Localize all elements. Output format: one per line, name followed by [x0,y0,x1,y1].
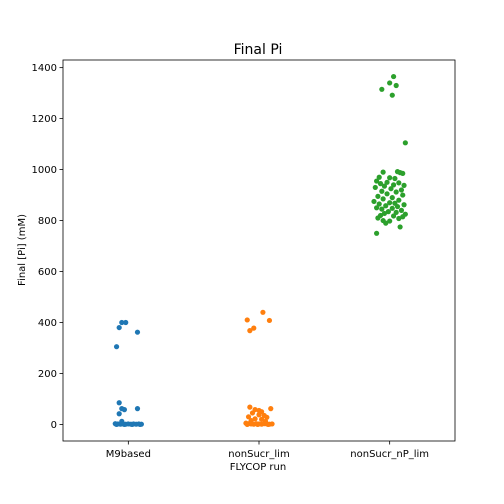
data-point-2-38 [374,205,380,211]
data-point-2-17 [390,182,397,188]
data-point-0-7 [121,407,128,413]
data-point-2-40 [379,206,385,212]
y-axis-label: Final [Pi] (mM) [17,214,28,286]
data-point-0-25 [137,421,143,428]
data-point-1-5 [247,404,253,410]
data-point-2-21 [388,186,394,192]
data-point-2-23 [379,188,385,194]
axes-layer: 0 200 400 600 800 1000 1200 1400 M9based nonSucr_… [32,59,456,460]
data-point-2-6 [380,169,386,175]
data-point-2-49 [375,215,381,221]
data-point-2-34 [376,201,382,207]
data-point-2-50 [396,215,402,222]
chart-title: Final Pi [234,42,283,58]
data-point-2-55 [374,230,380,236]
data-point-2-11 [387,175,393,181]
x-tick-label-0: M9based [106,449,151,460]
data-point-1-2 [266,317,273,324]
data-point-2-9 [400,170,406,177]
data-point-0-8 [134,406,141,412]
data-point-2-20 [372,184,378,191]
data-point-2-32 [387,200,393,206]
data-point-2-18 [401,182,407,188]
data-point-0-2 [116,324,122,331]
data-point-1-30 [244,421,250,428]
y-tick-label-1: 200 [38,369,57,380]
data-point-2-10 [376,174,382,180]
data-point-0-9 [116,411,122,417]
data-point-2-29 [380,196,386,202]
x-tick-label-2: nonSucr_nP_lim [350,449,429,460]
data-point-2-43 [393,209,399,215]
data-point-0-3 [134,329,141,335]
data-point-1-9 [268,406,274,412]
data-point-1-13 [245,414,252,420]
data-point-1-4 [247,328,253,334]
data-point-2-44 [381,210,388,217]
data-point-0-23 [121,421,128,428]
y-tick-label-0: 0 [51,420,57,431]
data-point-2-31 [371,198,377,205]
data-point-2-28 [389,195,395,201]
y-tick-label-2: 400 [38,318,57,329]
data-point-1-15 [252,416,258,422]
data-point-2-27 [375,193,381,199]
data-point-1-31 [255,421,261,428]
data-point-2-3 [393,82,399,89]
data-point-2-47 [390,213,397,219]
data-point-0-0 [119,319,125,326]
data-point-2-5 [402,140,408,146]
y-tick-label-3: 600 [38,267,57,278]
data-point-2-48 [400,214,406,220]
data-point-1-14 [264,414,270,420]
data-point-2-24 [393,189,399,195]
y-tick-label-5: 1000 [32,165,57,176]
data-point-2-41 [398,207,405,213]
data-point-1-16 [259,416,265,422]
data-point-2-42 [385,209,391,215]
y-tick-label-4: 800 [38,216,57,227]
data-point-2-54 [397,224,403,230]
data-point-2-13 [374,178,380,184]
data-point-2-30 [396,197,402,203]
data-point-1-0 [260,309,266,315]
points-layer [112,73,408,428]
data-point-2-26 [400,192,406,198]
data-point-2-0 [390,73,397,80]
data-point-2-15 [396,180,402,186]
data-point-2-52 [387,218,393,224]
data-point-2-16 [377,181,384,187]
data-point-2-19 [381,183,388,189]
data-point-1-3 [251,325,257,331]
data-point-2-53 [383,220,389,226]
data-point-2-4 [389,92,395,98]
y-tick-label-7: 1400 [32,63,57,74]
x-tick-label-1: nonSucr_lim [228,449,289,460]
data-point-0-4 [113,344,120,350]
x-axis-label: FLYCOP run [230,462,286,473]
data-point-0-24 [129,421,135,428]
data-point-2-22 [398,187,405,193]
data-point-1-11 [256,412,262,418]
data-point-2-35 [401,202,407,208]
data-point-0-22 [113,421,120,428]
data-point-2-2 [379,86,385,92]
data-point-0-5 [116,400,122,406]
y-tick-label-6: 1200 [32,114,57,125]
data-point-2-37 [394,203,401,210]
data-point-0-1 [123,319,129,326]
data-point-2-1 [387,80,393,86]
data-point-1-10 [249,410,256,416]
data-point-2-25 [384,191,390,197]
data-point-2-36 [383,203,389,209]
data-point-1-29 [269,421,275,427]
data-point-2-12 [392,175,398,182]
data-point-2-39 [389,205,395,211]
data-point-1-32 [265,421,271,428]
data-point-2-14 [384,179,390,185]
data-point-1-1 [244,317,250,323]
